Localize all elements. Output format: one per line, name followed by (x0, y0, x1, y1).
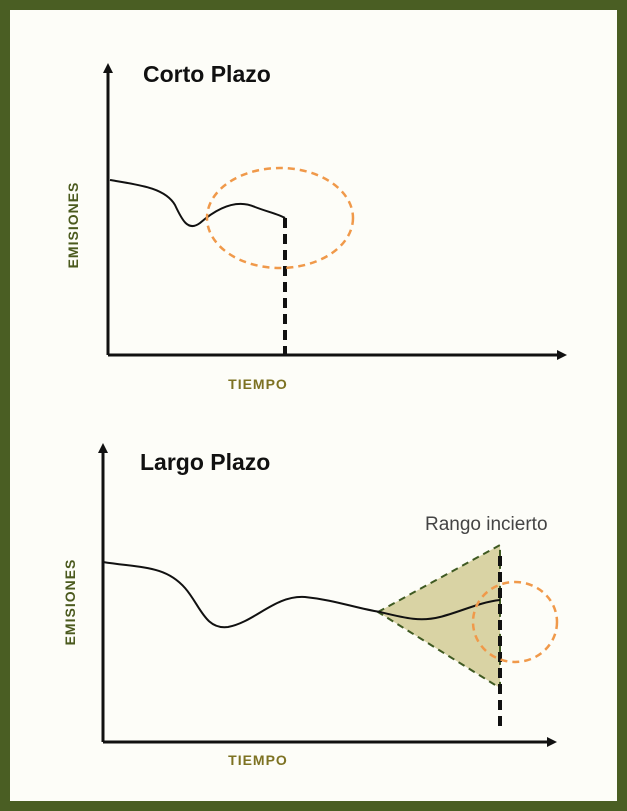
panel-title: Corto Plazo (143, 61, 271, 87)
annotation: Rango incierto (425, 514, 548, 535)
focus-ellipse (205, 166, 355, 270)
panel-title: Largo Plazo (140, 449, 270, 475)
emissions-curve (109, 179, 286, 228)
emissions-curve (102, 561, 501, 629)
short-term-panel: Corto Plazo EMISIONES TIEMPO (65, 61, 567, 392)
x-axis-label: TIEMPO (228, 376, 288, 392)
long-term-panel: Largo Plazo EMISIONES TIEMPO Rango incie… (62, 443, 559, 768)
y-axis-label: EMISIONES (62, 559, 78, 646)
x-axis-label: TIEMPO (228, 752, 288, 768)
y-axis-label: EMISIONES (65, 182, 81, 269)
focus-ellipse (471, 580, 559, 664)
